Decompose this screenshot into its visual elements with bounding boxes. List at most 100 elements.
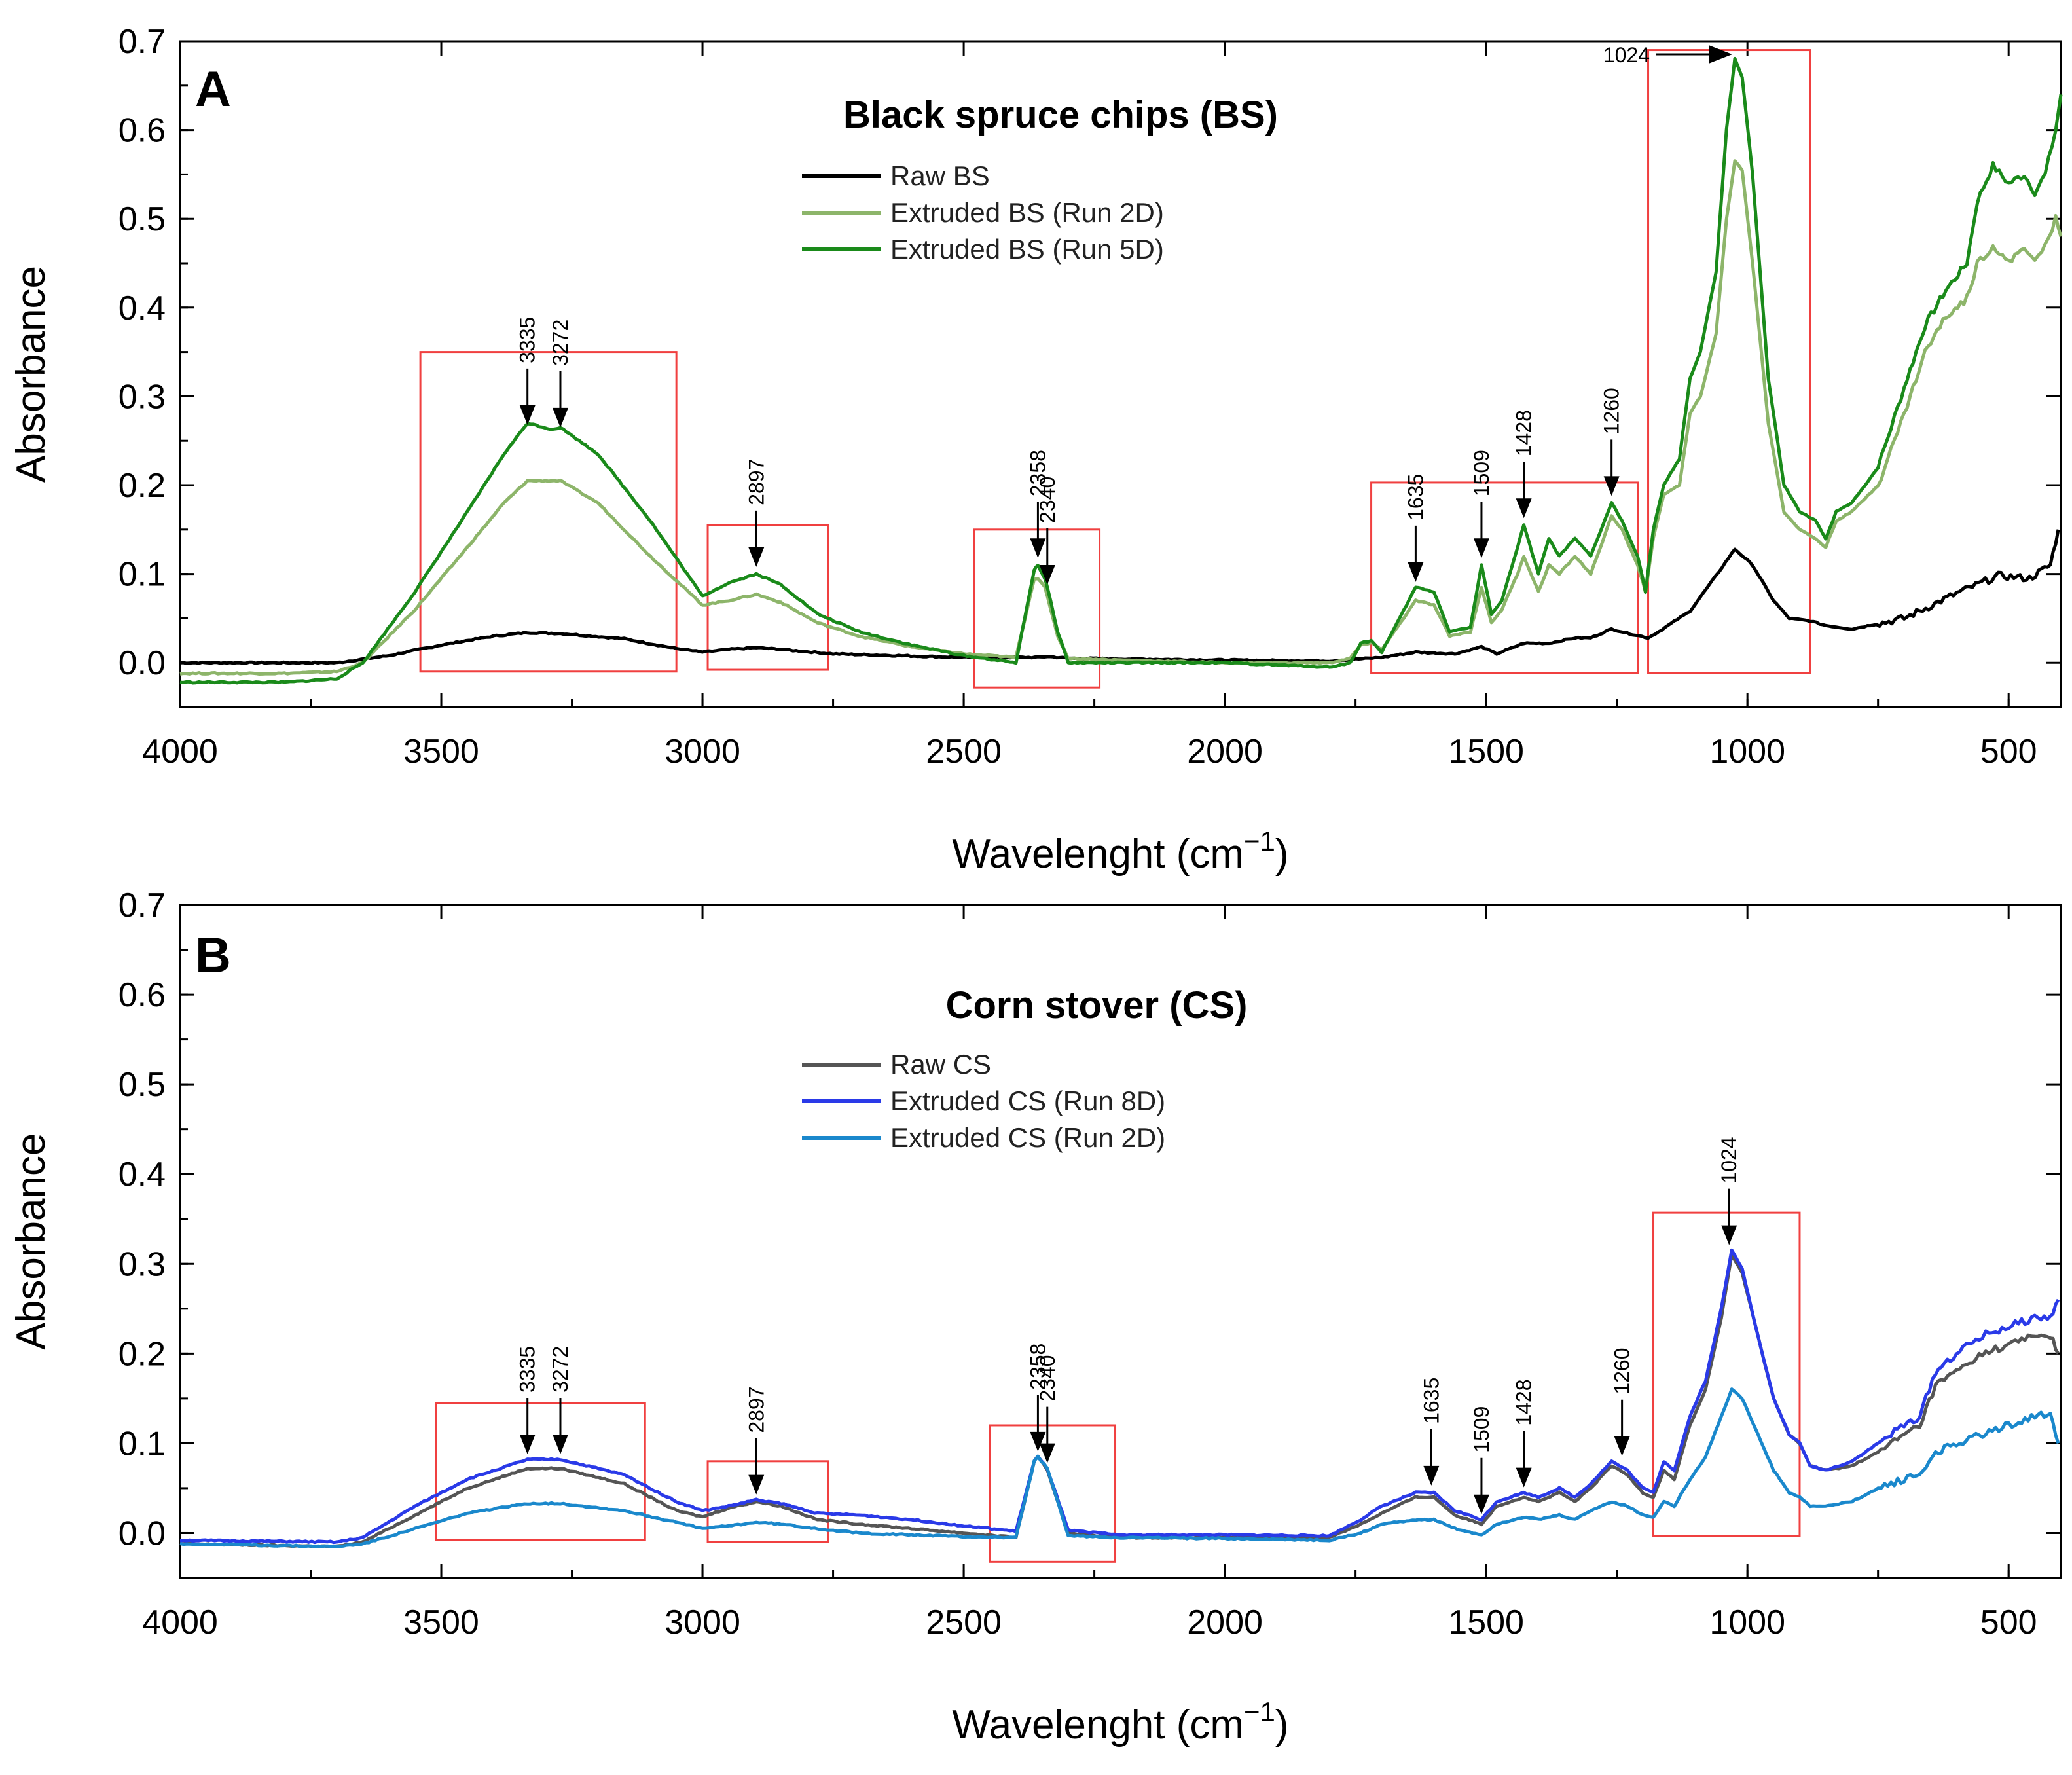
x-tick-label: 3000 bbox=[664, 1603, 740, 1641]
x-tick-label: 4000 bbox=[142, 1603, 218, 1641]
highlight-box bbox=[989, 1424, 1117, 1563]
highlight-box bbox=[1647, 49, 1811, 674]
peak-label: 3335 bbox=[516, 1346, 539, 1393]
peak-label: 2340 bbox=[1036, 477, 1059, 523]
peak-label: 3272 bbox=[549, 1346, 572, 1393]
legend-label: Raw BS bbox=[890, 160, 990, 191]
series-line-1 bbox=[179, 529, 2060, 665]
series-line-3 bbox=[179, 56, 2063, 685]
x-axis-title-main: Wavelenght (cm bbox=[952, 832, 1244, 877]
x-axis-title-sup: −1 bbox=[1244, 1696, 1275, 1727]
peak-arrowhead bbox=[1039, 1443, 1055, 1463]
highlight-box bbox=[419, 351, 678, 673]
peak-arrowhead bbox=[519, 405, 536, 425]
chart-title: Corn stover (CS) bbox=[946, 984, 1248, 1027]
x-tick-label: 500 bbox=[1980, 1603, 2037, 1641]
peak-label: 2358 bbox=[1026, 450, 1049, 496]
y-tick-label: 0.1 bbox=[118, 556, 166, 594]
peak-arrowhead bbox=[1603, 476, 1620, 496]
legend-label: Extruded BS (Run 2D) bbox=[890, 197, 1164, 228]
legend-label: Extruded CS (Run 2D) bbox=[890, 1122, 1165, 1153]
x-axis-title: Wavelenght (cm−1) bbox=[952, 1696, 1288, 1748]
x-axis-title-main: Wavelenght (cm bbox=[952, 1702, 1244, 1748]
peak-label: 2897 bbox=[744, 1386, 768, 1433]
x-axis-title-close: ) bbox=[1275, 1702, 1289, 1748]
plot-frame bbox=[179, 904, 2062, 1579]
peak-label: 1509 bbox=[1470, 450, 1493, 496]
peak-label: 2897 bbox=[744, 459, 768, 505]
y-axis-title: Absorbance bbox=[9, 266, 54, 483]
peak-label: 1635 bbox=[1404, 474, 1427, 521]
y-tick-label: 0.6 bbox=[118, 112, 166, 150]
peak-label: 3335 bbox=[516, 317, 539, 363]
x-tick-label: 1000 bbox=[1709, 1603, 1785, 1641]
y-tick-label: 0.7 bbox=[118, 23, 166, 61]
peak-arrowhead bbox=[1039, 564, 1055, 585]
peak-arrowhead bbox=[1408, 562, 1424, 582]
peak-arrowhead bbox=[519, 1434, 536, 1454]
panel-a: 0.0 0.1 0.2 0.3 0.4 0.5 0.6 0.7 4000 3500 3000 2500… bbox=[9, 23, 2063, 877]
peak-arrowhead bbox=[1473, 1494, 1489, 1514]
legend-label: Extruded BS (Run 5D) bbox=[890, 234, 1164, 265]
peak-arrowhead bbox=[748, 1474, 765, 1495]
y-tick-label: 0.7 bbox=[118, 887, 166, 924]
y-axis-title: Absorbance bbox=[9, 1133, 54, 1350]
peak-arrowhead bbox=[1614, 1436, 1630, 1456]
y-tick-label: 0.3 bbox=[118, 1245, 166, 1283]
peak-arrowhead bbox=[1423, 1465, 1440, 1486]
peak-arrowhead bbox=[1030, 1431, 1046, 1452]
x-axis-title: Wavelenght (cm−1) bbox=[952, 826, 1288, 877]
x-tick-label: 2000 bbox=[1187, 733, 1263, 771]
x-tick-label: 2000 bbox=[1187, 1603, 1263, 1641]
x-axis-title-close: ) bbox=[1275, 832, 1289, 877]
legend-label: Raw CS bbox=[890, 1049, 991, 1080]
x-axis-title-sup: −1 bbox=[1244, 826, 1275, 856]
peak-label: 1635 bbox=[1419, 1378, 1443, 1424]
peak-arrowhead bbox=[748, 547, 765, 567]
panel-b: 0.0 0.1 0.2 0.3 0.4 0.5 0.6 0.7 4000 3500 3000 2500… bbox=[9, 887, 2062, 1748]
peak-label: 1260 bbox=[1610, 1348, 1634, 1395]
x-tick-label: 500 bbox=[1980, 733, 2037, 771]
chart-title: Black spruce chips (BS) bbox=[843, 94, 1278, 136]
y-tick-label: 0.6 bbox=[118, 976, 166, 1014]
peak-label: 2340 bbox=[1036, 1355, 1059, 1401]
x-tick-label: 1500 bbox=[1448, 733, 1524, 771]
peak-label: 1428 bbox=[1512, 1379, 1536, 1425]
x-tick-label: 1500 bbox=[1448, 1603, 1524, 1641]
y-tick-label: 0.4 bbox=[118, 1156, 166, 1194]
peak-arrowhead bbox=[1473, 538, 1489, 558]
peak-arrowhead bbox=[1030, 538, 1046, 558]
highlight-box bbox=[1652, 1211, 1801, 1537]
y-tick-label: 0.4 bbox=[118, 289, 166, 327]
peak-label: 1509 bbox=[1470, 1406, 1493, 1453]
series-line-3 bbox=[179, 1387, 2060, 1548]
peak-arrowhead bbox=[1709, 45, 1733, 64]
y-tick-label: 0.5 bbox=[118, 1066, 166, 1104]
series-line-2 bbox=[179, 1248, 2060, 1545]
x-tick-label: 2500 bbox=[926, 1603, 1002, 1641]
y-tick-label: 0.0 bbox=[118, 1514, 166, 1552]
y-tick-label: 0.5 bbox=[118, 200, 166, 238]
y-tick-label: 0.2 bbox=[118, 467, 166, 505]
x-tick-label: 4000 bbox=[142, 733, 218, 771]
peak-arrowhead bbox=[552, 1434, 568, 1454]
x-tick-label: 3000 bbox=[664, 733, 740, 771]
peak-label: 2358 bbox=[1026, 1344, 1049, 1390]
y-tick-label: 0.1 bbox=[118, 1425, 166, 1463]
highlight-box bbox=[706, 524, 829, 671]
y-tick-label: 0.0 bbox=[118, 644, 166, 682]
x-tick-label: 3500 bbox=[403, 733, 479, 771]
peak-label: 1260 bbox=[1600, 388, 1624, 434]
legend-label: Extruded CS (Run 8D) bbox=[890, 1086, 1165, 1116]
peak-arrowhead bbox=[552, 407, 568, 428]
highlight-box bbox=[1370, 481, 1639, 674]
peak-label: 1024 bbox=[1603, 43, 1650, 67]
y-tick-label: 0.3 bbox=[118, 378, 166, 416]
peak-arrowhead bbox=[1516, 1467, 1532, 1488]
panel-letter: B bbox=[195, 928, 231, 983]
highlight-box bbox=[973, 528, 1101, 689]
series-line-2 bbox=[179, 159, 2063, 676]
peak-label: 3272 bbox=[549, 320, 572, 366]
y-tick-label: 0.2 bbox=[118, 1335, 166, 1373]
